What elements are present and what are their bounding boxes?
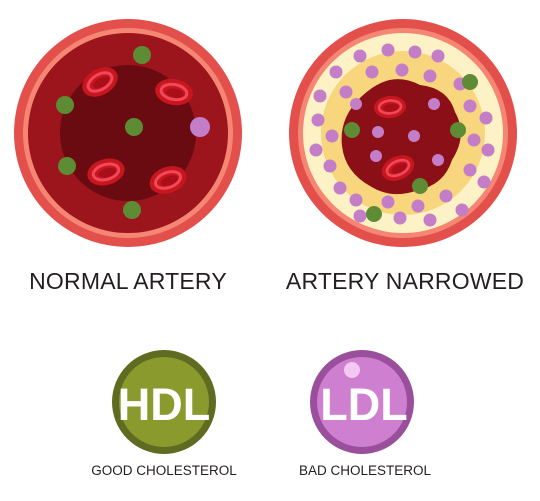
ldl-particle-icon	[467, 133, 481, 147]
ldl-particle-icon	[309, 143, 323, 157]
ldl-particle-icon	[395, 63, 409, 77]
ldl-particle-icon	[190, 117, 210, 137]
ldl-particle-icon	[350, 98, 362, 110]
ldl-badge-highlight	[344, 362, 360, 378]
ldl-particle-icon	[372, 126, 384, 138]
narrowed-artery-label: ARTERY NARROWED	[285, 268, 525, 294]
narrowed-artery	[289, 19, 517, 247]
ldl-particle-icon	[313, 89, 327, 103]
hdl-particle-icon	[412, 178, 428, 194]
hdl-particle-icon	[344, 122, 360, 138]
ldl-particle-icon	[353, 209, 367, 223]
ldl-particle-icon	[325, 129, 339, 143]
lumen-ldl-particles	[350, 98, 444, 166]
hdl-caption: GOOD CHOLESTEROL	[91, 463, 237, 478]
ldl-particle-icon	[393, 211, 407, 225]
hdl-particle-icon	[133, 46, 151, 64]
ldl-particle-icon	[439, 189, 453, 203]
ldl-particle-icon	[333, 181, 347, 195]
ldl-particle-icon	[477, 175, 491, 189]
hdl-particle-icon	[366, 206, 382, 222]
ldl-particle-icon	[370, 150, 382, 162]
ldl-particle-icon	[349, 193, 363, 207]
ldl-particle-icon	[408, 130, 420, 142]
hdl-badge-fill	[119, 357, 209, 447]
ldl-particle-icon	[323, 159, 337, 173]
hdl-badge-text: HDL	[118, 379, 210, 430]
hdl-particle-icon	[450, 122, 466, 138]
ldl-particle-icon	[423, 69, 437, 83]
ldl-particle-icon	[479, 111, 493, 125]
hdl-particle-icon	[56, 96, 74, 114]
ldl-particle-icon	[423, 213, 437, 227]
ldl-particle-icon	[481, 143, 495, 157]
hdl-particle-icon	[123, 201, 141, 219]
ldl-particle-icon	[463, 163, 477, 177]
ldl-badge: LDL	[310, 350, 414, 454]
hdl-particle-icon	[125, 118, 143, 136]
ldl-badge-fill	[317, 357, 407, 447]
hdl-particle-icon	[58, 157, 76, 175]
hdl-particle-icon	[462, 74, 478, 90]
ldl-particle-icon	[463, 99, 477, 113]
ldl-particle-icon	[431, 49, 445, 63]
ldl-particle-icon	[408, 45, 422, 59]
hdl-badge: HDL	[112, 350, 216, 454]
ldl-particle-icon	[353, 49, 367, 63]
normal-artery-label: NORMAL ARTERY	[29, 268, 227, 294]
normal-artery	[14, 19, 242, 247]
ldl-particle-icon	[365, 65, 379, 79]
ldl-particle-icon	[428, 98, 440, 110]
ldl-particle-icon	[329, 65, 343, 79]
ldl-particle-icon	[311, 113, 325, 127]
ldl-badge-text: LDL	[320, 379, 407, 430]
ldl-particles	[309, 43, 495, 227]
ldl-particle-icon	[411, 199, 425, 213]
ldl-particle-icon	[339, 85, 353, 99]
ldl-particle-icon	[432, 154, 444, 166]
ldl-particle-icon	[381, 195, 395, 209]
ldl-particle-icon	[455, 203, 469, 217]
ldl-caption: BAD CHOLESTEROL	[298, 463, 432, 478]
ldl-particle-icon	[381, 43, 395, 57]
